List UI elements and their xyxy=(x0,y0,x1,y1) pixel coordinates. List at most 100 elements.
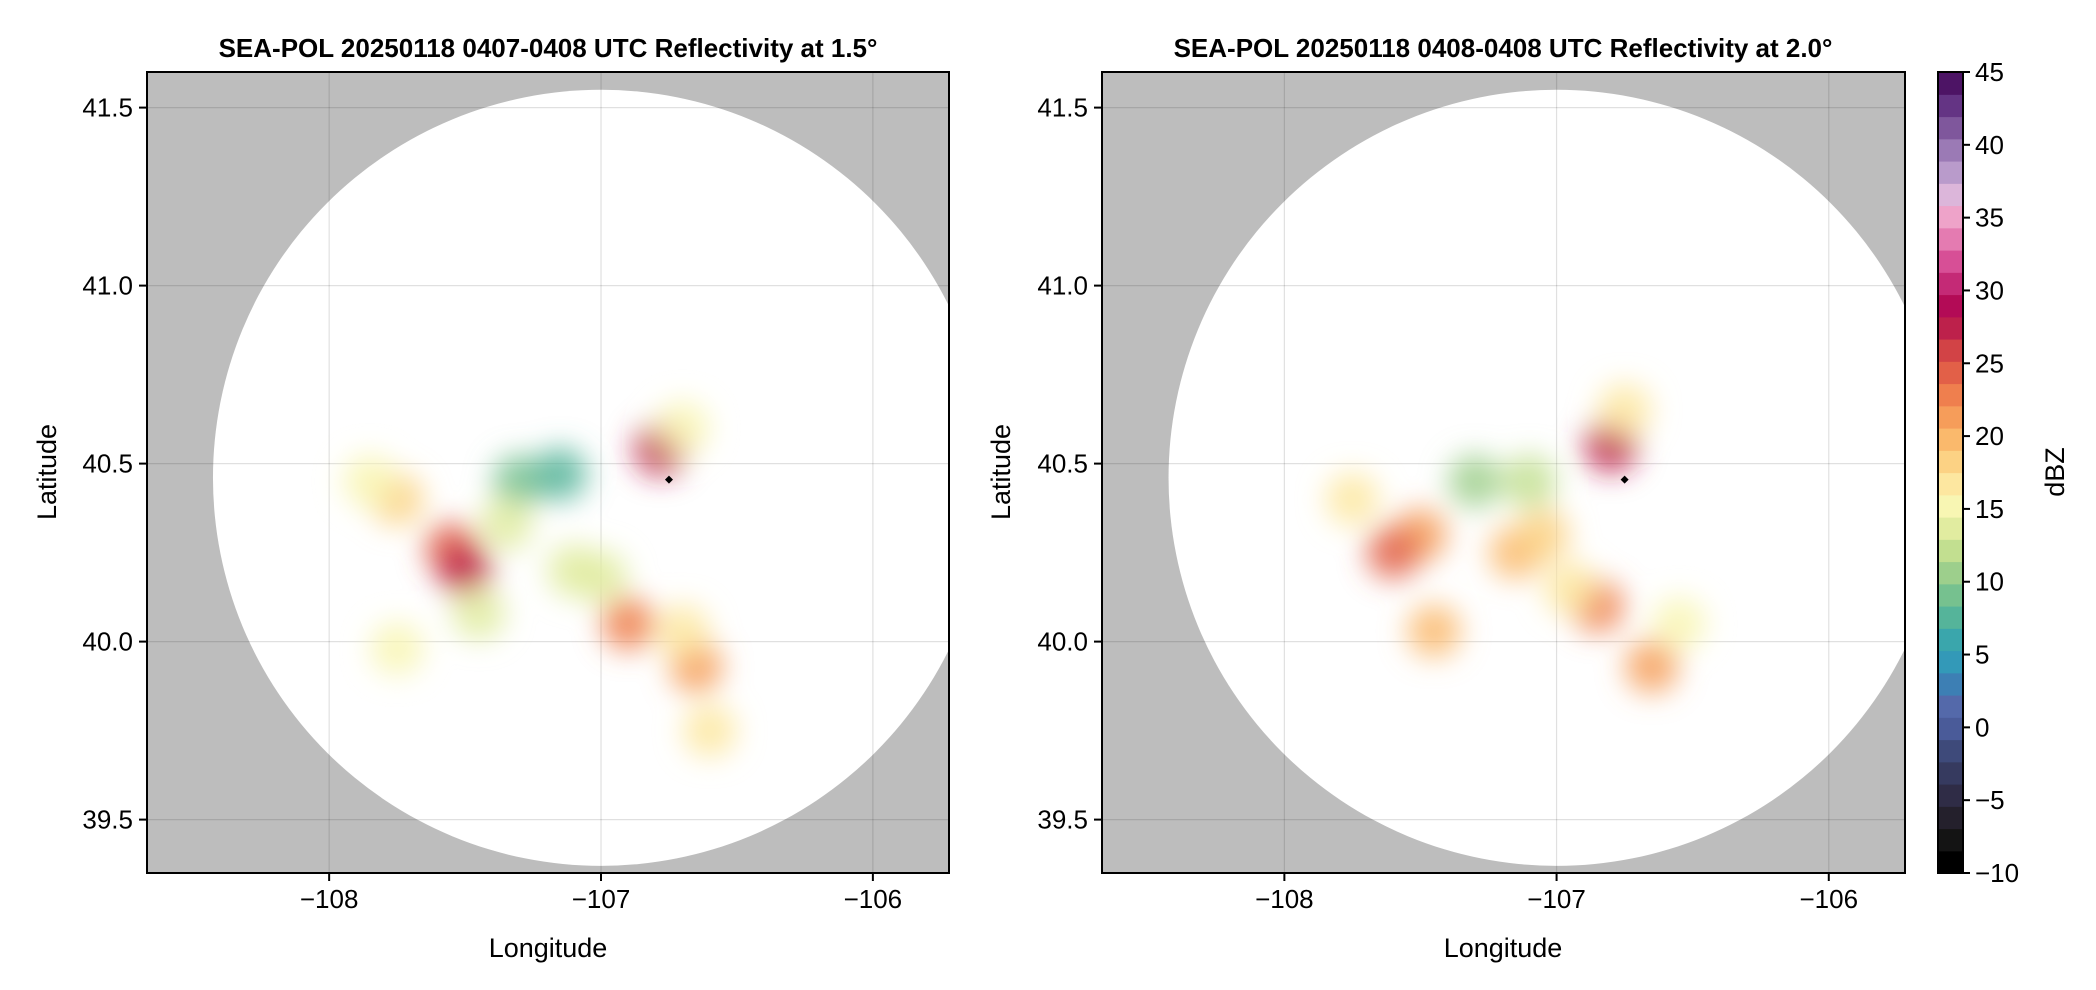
colorbar-band xyxy=(1938,739,1963,763)
colorbar-tick-label: 35 xyxy=(1975,203,2004,233)
echo-cell xyxy=(1625,639,1679,694)
colorbar-band xyxy=(1938,650,1963,674)
colorbar-tick-label: 20 xyxy=(1975,421,2004,451)
colorbar-band xyxy=(1938,316,1963,340)
y-tick-label: 41.5 xyxy=(1037,93,1088,123)
colorbar-band xyxy=(1938,695,1963,718)
colorbar-band xyxy=(1938,784,1963,807)
echo-cell xyxy=(438,543,492,598)
colorbar-tick-label: −5 xyxy=(1975,785,2005,815)
panel-2-reflectivity-echoes xyxy=(1325,383,1706,694)
colorbar-ticks: −10 −5 0 5 10 15 20 25 30 35 40 45 xyxy=(1963,57,2019,888)
colorbar-tick-label: 25 xyxy=(1975,348,2004,378)
panel-2-axes-frame xyxy=(1101,71,1906,874)
colorbar-band xyxy=(1938,405,1963,429)
colorbar-band xyxy=(1938,828,1963,852)
panel-1: SEA-POL 20250118 0407-0408 UTC Reflectiv… xyxy=(32,33,950,963)
colorbar-tick-label: −10 xyxy=(1975,858,2019,888)
echo-cell xyxy=(343,454,397,509)
y-tick-label: 40.5 xyxy=(1037,449,1088,479)
colorbar-band xyxy=(1938,272,1963,296)
colorbar-band xyxy=(1938,628,1963,652)
colorbar-band xyxy=(1938,583,1963,607)
x-tick-label: −106 xyxy=(1799,884,1858,914)
echo-cell xyxy=(1502,454,1557,509)
colorbar-tick-label: 0 xyxy=(1975,712,1989,742)
panel-1-x-axis-label: Longitude xyxy=(489,933,608,963)
echo-cell xyxy=(1325,472,1380,526)
colorbar-band xyxy=(1938,428,1963,451)
colorbar-band xyxy=(1938,806,1963,830)
colorbar-band xyxy=(1938,94,1963,118)
panel-2: SEA-POL 20250118 0408-0408 UTC Reflectiv… xyxy=(986,33,1906,963)
panel-2-radar-site-marker xyxy=(1620,475,1629,484)
colorbar-band xyxy=(1938,494,1963,518)
colorbar-tick-label: 45 xyxy=(1975,57,2004,87)
colorbar-band xyxy=(1938,717,1963,741)
panel-1-y-ticks: 39.5 40.0 40.5 41.0 41.5 xyxy=(82,93,147,835)
colorbar-tick-label: 5 xyxy=(1975,640,1989,670)
colorbar: −10 −5 0 5 10 15 20 25 30 35 40 45 dBZ xyxy=(1937,57,2070,888)
colorbar-band xyxy=(1938,561,1963,585)
panel-1-x-ticks: −108 −107 −106 xyxy=(300,873,902,914)
x-tick-label: −107 xyxy=(572,884,631,914)
colorbar-band xyxy=(1938,672,1963,696)
y-tick-label: 40.0 xyxy=(1037,627,1088,657)
echo-cell xyxy=(451,586,506,640)
colorbar-band xyxy=(1938,450,1963,474)
colorbar-tick-label: 15 xyxy=(1975,494,2004,524)
echo-cell xyxy=(1407,604,1461,658)
colorbar-band xyxy=(1938,761,1963,785)
y-tick-label: 41.0 xyxy=(82,271,133,301)
echo-cell xyxy=(601,597,655,651)
echo-cell xyxy=(1366,525,1420,580)
panel-2-y-axis-label: Latitude xyxy=(986,424,1016,520)
panel-2-x-ticks: −108 −107 −106 xyxy=(1255,873,1858,914)
colorbar-band xyxy=(1938,383,1963,407)
colorbar-band xyxy=(1938,850,1963,874)
colorbar-band xyxy=(1938,138,1963,162)
colorbar-band xyxy=(1938,472,1963,496)
colorbar-tick-label: 40 xyxy=(1975,130,2004,160)
colorbar-band xyxy=(1938,339,1963,362)
y-tick-label: 41.5 xyxy=(82,93,133,123)
colorbar-tick-label: 30 xyxy=(1975,275,2004,305)
y-tick-label: 39.5 xyxy=(1037,805,1088,835)
panel-1-y-axis-label: Latitude xyxy=(32,424,62,520)
panel-2-y-ticks: 39.5 40.0 40.5 41.0 41.5 xyxy=(1037,93,1102,835)
echo-cell xyxy=(1448,454,1502,509)
colorbar-band xyxy=(1938,161,1963,184)
colorbar-bands xyxy=(1938,72,1963,874)
colorbar-band xyxy=(1938,361,1963,385)
echo-cell xyxy=(1597,383,1652,437)
y-tick-label: 41.0 xyxy=(1037,271,1088,301)
panel-1-title: SEA-POL 20250118 0407-0408 UTC Reflectiv… xyxy=(219,33,878,63)
colorbar-band xyxy=(1938,250,1963,273)
panel-1-axes-frame xyxy=(146,71,950,874)
echo-cell xyxy=(479,497,533,551)
colorbar-band xyxy=(1938,517,1963,540)
colorbar-band xyxy=(1938,539,1963,563)
colorbar-label: dBZ xyxy=(2040,447,2070,497)
y-tick-label: 40.5 xyxy=(82,449,133,479)
x-tick-label: −108 xyxy=(300,884,359,914)
colorbar-band xyxy=(1938,183,1963,207)
echo-cell xyxy=(533,447,587,501)
echo-cell xyxy=(492,454,547,509)
panel-1-radar-site-marker xyxy=(664,475,673,484)
echo-cell xyxy=(655,604,710,658)
x-tick-label: −106 xyxy=(844,884,903,914)
colorbar-tick-label: 10 xyxy=(1975,567,2004,597)
colorbar-band xyxy=(1938,227,1963,251)
colorbar-frame xyxy=(1937,71,1964,874)
echo-cell xyxy=(655,401,710,455)
x-tick-label: −107 xyxy=(1527,884,1586,914)
y-tick-label: 39.5 xyxy=(82,805,133,835)
echo-cell xyxy=(370,622,424,676)
echo-cell xyxy=(574,550,628,605)
panel-1-reflectivity-echoes xyxy=(343,401,737,758)
panel-2-x-axis-label: Longitude xyxy=(1444,933,1563,963)
panel-2-gridlines xyxy=(1102,72,1905,873)
echo-cell xyxy=(683,703,737,758)
